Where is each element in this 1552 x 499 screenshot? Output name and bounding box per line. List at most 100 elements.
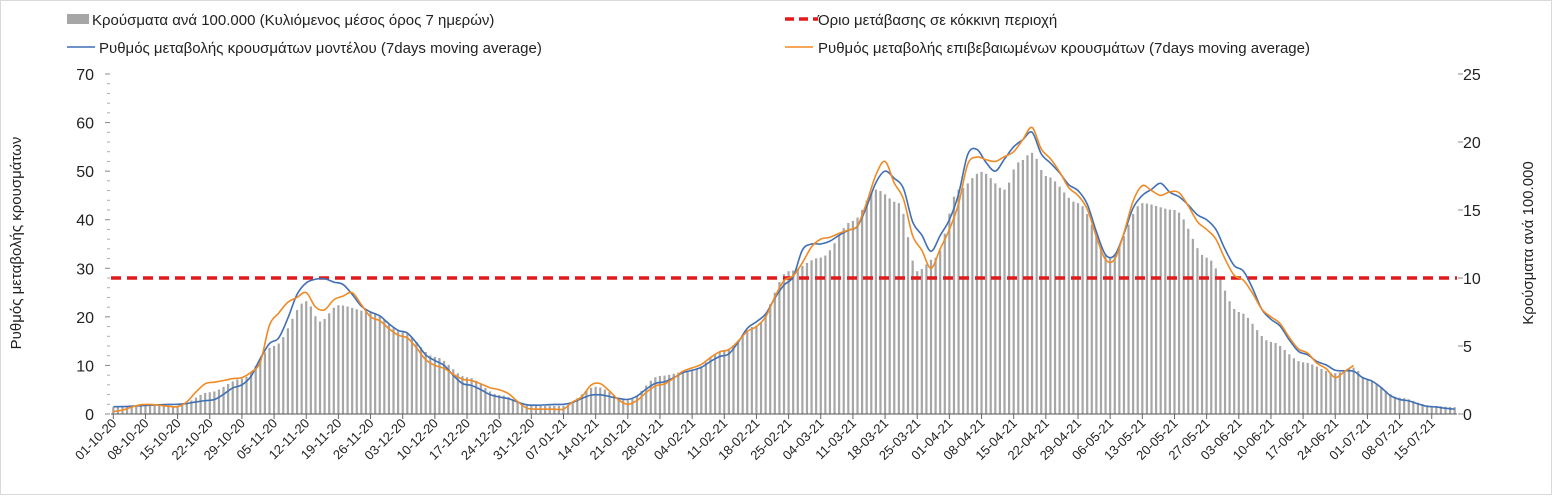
bar [1274,343,1277,414]
bar [727,348,730,414]
bar [525,405,528,414]
y-left-tick-label: 40 [76,213,94,230]
bar [1370,380,1374,414]
bar [828,250,832,414]
bar [240,378,244,414]
bar [1233,308,1236,414]
bar [263,352,266,414]
bar [861,209,864,414]
bar [1412,400,1415,414]
bar [1136,206,1139,414]
bar [1008,182,1011,414]
bar [1265,340,1268,414]
bar [1021,159,1024,414]
bar [948,213,951,414]
bar [401,332,404,414]
bar [815,258,818,414]
bar [318,321,322,414]
bar [925,264,928,414]
bar [199,394,202,414]
bar [125,406,129,414]
bar [1347,368,1351,414]
bar [1035,158,1038,414]
bar [323,318,326,414]
bar [360,310,363,414]
bar [1324,371,1328,414]
bar [906,237,910,414]
bar [704,362,707,414]
bar [1058,186,1061,414]
bar [378,316,381,414]
model-line [113,131,1455,410]
bar [369,312,372,414]
bar [364,311,368,414]
bar-series [112,152,1456,414]
bar [1044,176,1047,414]
bar [1145,203,1149,414]
bar [227,383,230,414]
bar [654,377,657,414]
bar [1040,170,1043,414]
bar [888,198,891,414]
bar [1384,390,1387,414]
y-right-tick-label: 20 [1463,135,1481,152]
bar [1334,373,1337,414]
bar [231,381,234,414]
bar [328,313,331,414]
bar [433,356,436,414]
bar [934,257,937,414]
bar [713,354,717,414]
bar [1219,279,1222,414]
bar [305,301,308,414]
bar [130,406,133,414]
bar [792,270,795,414]
legend-bars-swatch [67,14,89,24]
bar [796,268,799,414]
bar [1430,405,1433,414]
bar [1081,206,1084,414]
bar [594,386,597,414]
bar [599,387,602,414]
bar [805,262,809,414]
bar [1366,380,1369,414]
y-right-tick-label: 25 [1463,67,1481,84]
bar [672,373,675,414]
bar [286,328,289,414]
bar [635,395,639,414]
bar [870,192,873,414]
bar [410,337,413,414]
bar [300,303,303,414]
bar [631,399,634,414]
bar [929,259,933,414]
bar [640,390,643,414]
y-left-tick-label: 10 [76,358,94,375]
bar [153,405,156,414]
bar [1357,370,1360,414]
bar [530,405,533,414]
bar [1141,203,1144,414]
bar [966,183,969,414]
bar [608,392,611,414]
bar [162,405,165,414]
bar [883,194,887,414]
bar [1288,354,1291,414]
bar [456,373,459,414]
y-right-tick-label: 15 [1463,203,1481,220]
bar [589,387,593,414]
bar [213,391,216,414]
bar [1053,181,1057,414]
bar [801,265,804,414]
bar [204,392,207,414]
bar [1122,236,1126,414]
bar [419,347,423,414]
bar [245,376,248,414]
bar [686,370,689,414]
bar [1228,301,1231,414]
bar [1196,248,1199,414]
bar [663,375,666,414]
bar [415,342,418,414]
bar [1030,152,1034,414]
bar [1191,238,1194,414]
